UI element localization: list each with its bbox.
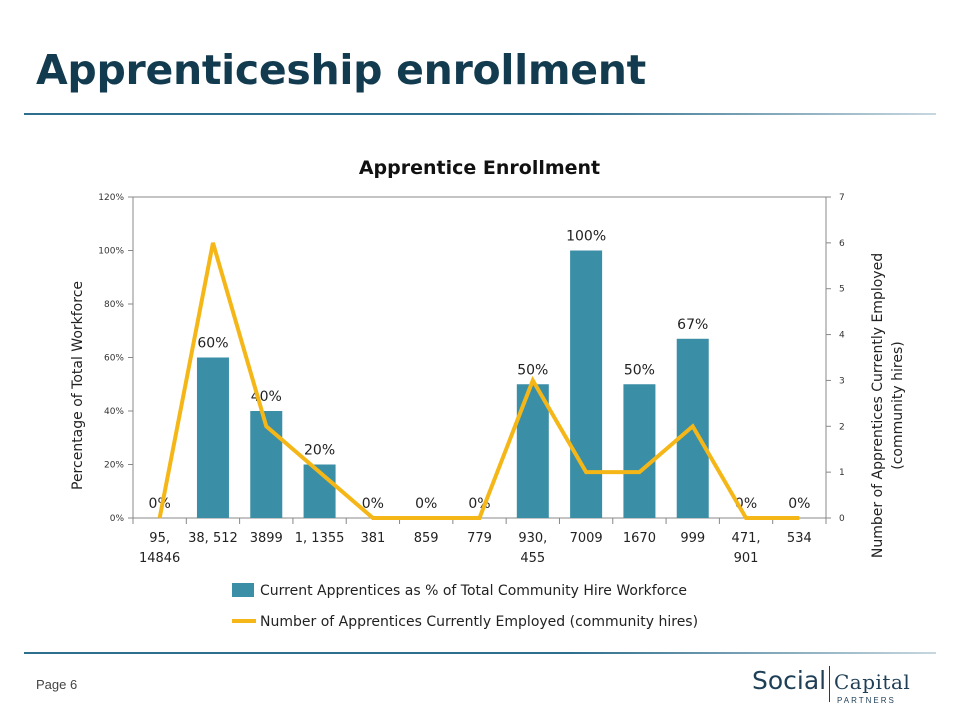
x-tick-label: 3899 [250, 531, 283, 546]
x-tick-label: 471, [732, 531, 761, 546]
bar-data-label: 0% [415, 496, 437, 512]
y-tick-label: 80% [104, 300, 124, 310]
x-tick-label: 1, 1355 [295, 531, 345, 546]
y2-tick-label: 6 [839, 239, 845, 249]
x-tick-label: 14846 [139, 551, 180, 566]
bar-data-label: 0% [788, 496, 810, 512]
x-tick-label: 930, [518, 531, 547, 546]
plot-frame [132, 196, 827, 519]
x-tick-label: 1670 [623, 531, 656, 546]
y2-tick-label: 2 [839, 422, 845, 432]
y2-axis-title-line1: Number of Apprentices Currently Employed [870, 253, 886, 558]
y2-tick-label: 0 [839, 514, 845, 524]
legend-bar-label: Current Apprentices as % of Total Commun… [260, 583, 687, 599]
y-tick-label: 100% [98, 247, 124, 257]
y-tick-label: 120% [98, 193, 124, 203]
x-tick-label: 95, [149, 531, 170, 546]
y2-tick-label: 7 [839, 193, 845, 203]
legend-bar-swatch [232, 583, 254, 597]
logo-partners-text: PARTNERS [837, 696, 896, 705]
bar [570, 250, 603, 518]
x-tick-label: 779 [467, 531, 492, 546]
y-axis-title: Percentage of Total Workforce [70, 281, 86, 490]
footer-divider [24, 652, 936, 654]
bar-data-label: 50% [624, 362, 655, 378]
bar [623, 384, 656, 518]
bar-data-label: 67% [677, 317, 708, 333]
apprentice-enrollment-chart: Apprentice Enrollment0%20%40%60%80%100%1… [70, 157, 906, 630]
bar-data-label: 100% [566, 229, 606, 245]
legend-line-label: Number of Apprentices Currently Employed… [260, 614, 698, 630]
y-tick-label: 20% [104, 461, 124, 471]
x-tick-label: 455 [520, 551, 545, 566]
y2-tick-label: 5 [839, 285, 845, 295]
y2-tick-label: 1 [839, 468, 845, 478]
y2-tick-label: 4 [839, 331, 845, 341]
social-capital-partners-logo: Social Capital PARTNERS [752, 664, 922, 710]
title-divider [24, 113, 936, 115]
y-tick-label: 0% [110, 514, 125, 524]
x-tick-label: 38, 512 [188, 531, 238, 546]
slide-title: Apprenticeship enrollment [36, 46, 646, 94]
y-tick-label: 60% [104, 354, 124, 364]
bar-data-label: 60% [197, 336, 228, 352]
x-tick-label: 999 [680, 531, 705, 546]
logo-divider [829, 666, 830, 702]
x-tick-label: 901 [734, 551, 759, 566]
y2-tick-label: 3 [839, 376, 845, 386]
x-tick-label: 534 [787, 531, 812, 546]
bar [196, 357, 229, 518]
page-number: Page 6 [36, 677, 78, 692]
x-tick-label: 381 [360, 531, 385, 546]
logo-social-text: Social [752, 666, 827, 695]
logo-capital-text: Capital [834, 670, 911, 694]
y-tick-label: 40% [104, 407, 124, 417]
chart-title: Apprentice Enrollment [359, 157, 600, 179]
bar-data-label: 50% [517, 362, 548, 378]
bar-data-label: 0% [149, 496, 171, 512]
bar-data-label: 20% [304, 443, 335, 459]
y2-axis-title-line2: (community hires) [890, 341, 906, 469]
bar-data-label: 0% [362, 496, 384, 512]
x-tick-label: 859 [414, 531, 439, 546]
x-tick-label: 7009 [570, 531, 603, 546]
